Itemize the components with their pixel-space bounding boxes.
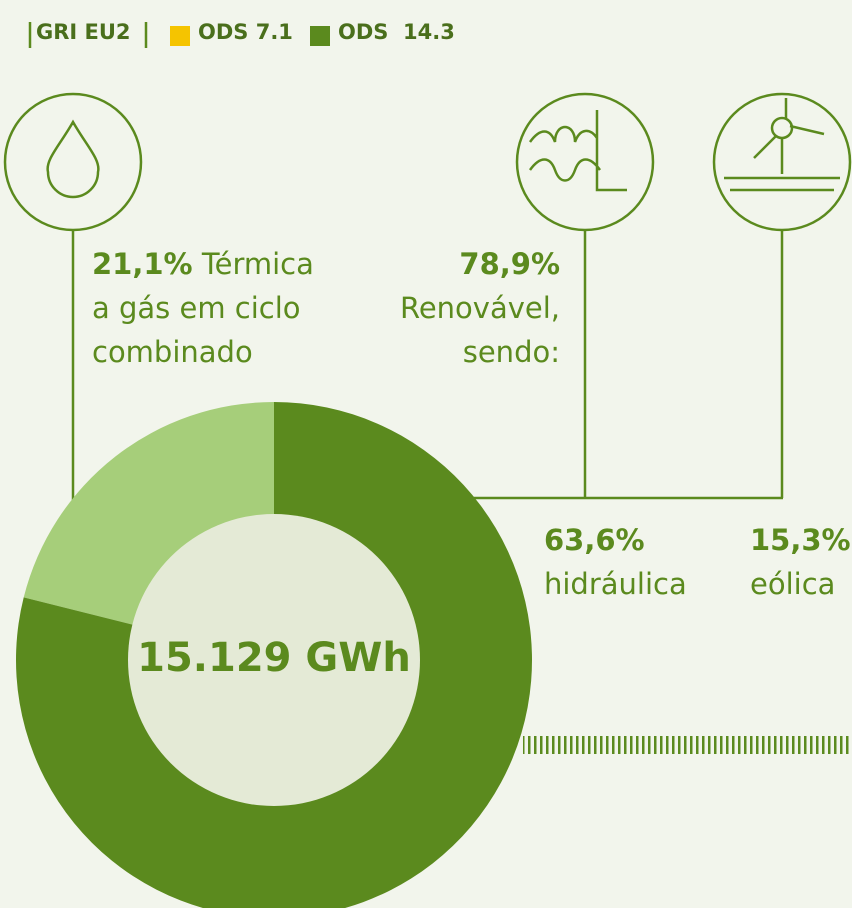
value-label: 78,9% [459,247,560,281]
value-label: 63,6% [544,523,645,557]
tag: ODS 7.1 [198,20,293,44]
value-label: 15,3% [750,523,851,557]
slice [16,402,532,908]
decoration [3,22,852,500]
tick-band [523,736,852,754]
label: 15,3% eólica [750,518,851,606]
label: 21,1% Térmica a gás em ciclo combinado [92,242,332,374]
tag: ODS 14.3 [338,20,455,44]
center-label: 15.129 GWh [137,635,411,681]
category-label: Térmica a gás em ciclo combinado [92,247,314,369]
category-label: hidráulica [544,567,687,601]
tag-swatch [310,26,330,46]
tag-swatch [170,26,190,46]
label: 78,9% Renovável, sendo: [360,242,560,374]
tag: GRI EU2 [36,20,131,44]
donut-hole [128,514,420,806]
category-label: Renovável, sendo: [399,291,560,369]
category-label: eólica [750,567,836,601]
label: 63,6% hidráulica [544,518,687,606]
value-label: 21,1% [92,247,193,281]
